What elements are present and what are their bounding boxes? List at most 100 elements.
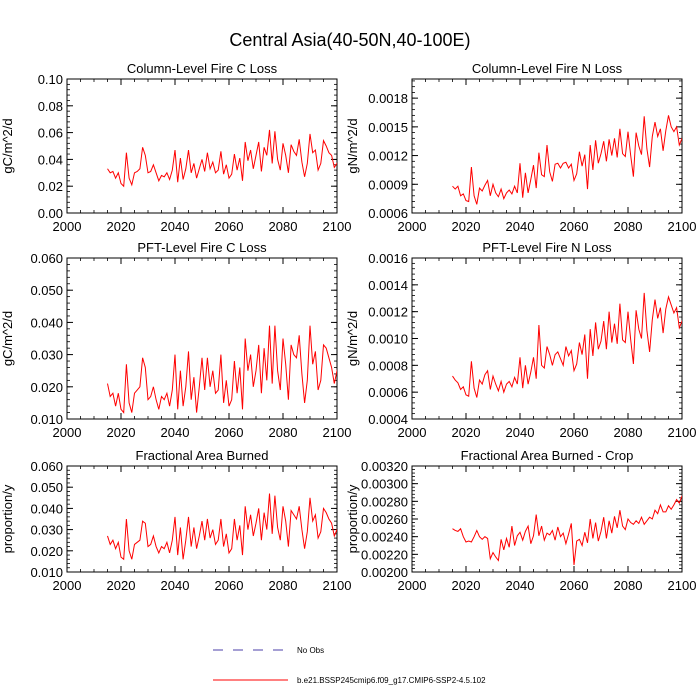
x-tick-label: 2000 <box>398 425 427 440</box>
panel-3: 2000 2020 2040 2060 2080 2100 0.010 0.020 0.030 0… <box>0 240 352 440</box>
y-tick-label: 0.0009 <box>368 177 408 192</box>
x-tick-label: 2000 <box>53 578 82 593</box>
y-tick-label: 0.050 <box>30 283 63 298</box>
x-tick-label: 2040 <box>161 425 190 440</box>
y-tick-label: 0.0006 <box>368 206 408 221</box>
y-axis-label: gN/m^2/d <box>345 311 360 366</box>
y-tick-label: 0.00 <box>38 206 63 221</box>
series-line <box>452 115 682 205</box>
x-tick-label: 2100 <box>668 578 697 593</box>
legend: No Obs b.e21.BSSP245cmip6.f09_g17.CMIP6-… <box>213 646 486 685</box>
x-tick-label: 2040 <box>161 219 190 234</box>
panel-6: 2000 2020 2040 2060 2080 2100 0.00200 0.00220 0.… <box>345 448 696 593</box>
x-tick-label: 2060 <box>215 578 244 593</box>
x-tick-label: 2080 <box>614 425 643 440</box>
y-tick-label: 0.00220 <box>361 547 408 562</box>
x-tick-label: 2020 <box>107 425 136 440</box>
x-tick-label: 2000 <box>53 219 82 234</box>
x-tick-label: 2080 <box>614 578 643 593</box>
x-tick-label: 2040 <box>506 578 535 593</box>
x-tick-label: 2100 <box>323 425 352 440</box>
y-tick-label: 0.06 <box>38 126 63 141</box>
x-tick-label: 2100 <box>323 219 352 234</box>
y-tick-label: 0.0008 <box>368 358 408 373</box>
x-tick-label: 2040 <box>506 219 535 234</box>
panel-title: PFT-Level Fire N Loss <box>482 240 612 255</box>
y-tick-label: 0.04 <box>38 152 63 167</box>
series-line <box>107 325 337 414</box>
y-tick-label: 0.0010 <box>368 332 408 347</box>
series-line <box>107 493 337 561</box>
y-tick-label: 0.030 <box>30 348 63 363</box>
y-tick-label: 0.10 <box>38 72 63 87</box>
panel-5: 2000 2020 2040 2060 2080 2100 0.010 0.020 0.030 0… <box>0 448 352 593</box>
figure-title: Central Asia(40-50N,40-100E) <box>229 30 470 50</box>
x-tick-label: 2100 <box>668 219 697 234</box>
series-line <box>107 129 337 188</box>
x-tick-label: 2060 <box>560 578 589 593</box>
x-tick-label: 2000 <box>398 578 427 593</box>
x-tick-label: 2060 <box>215 219 244 234</box>
panel-4: 2000 2020 2040 2060 2080 2100 0.0004 0.0006 0.00… <box>345 240 697 440</box>
y-tick-label: 0.08 <box>38 99 63 114</box>
x-tick-label: 2020 <box>452 425 481 440</box>
x-tick-label: 2000 <box>53 425 82 440</box>
y-tick-label: 0.020 <box>30 544 63 559</box>
y-tick-label: 0.00300 <box>361 477 408 492</box>
y-tick-label: 0.060 <box>30 251 63 266</box>
x-tick-label: 2000 <box>398 219 427 234</box>
legend-no-obs-label: No Obs <box>297 646 324 655</box>
x-tick-label: 2080 <box>269 578 298 593</box>
y-tick-label: 0.0015 <box>368 120 408 135</box>
y-tick-label: 0.0012 <box>368 149 408 164</box>
panel-title: Fractional Area Burned <box>136 448 269 463</box>
plot-frame <box>411 465 683 573</box>
series-line <box>452 495 682 565</box>
x-tick-label: 2020 <box>107 578 136 593</box>
y-tick-label: 0.030 <box>30 523 63 538</box>
y-tick-label: 0.060 <box>30 459 63 474</box>
y-tick-label: 0.00280 <box>361 494 408 509</box>
plot-frame <box>66 78 338 214</box>
legend-model-label: b.e21.BSSP245cmip6.f09_g17.CMIP6-SSP2-4.… <box>297 676 486 685</box>
y-tick-label: 0.0016 <box>368 251 408 266</box>
x-tick-label: 2040 <box>161 578 190 593</box>
y-tick-label: 0.010 <box>30 412 63 427</box>
y-axis-label: proportion/y <box>345 484 360 553</box>
x-tick-label: 2100 <box>668 425 697 440</box>
x-tick-label: 2080 <box>614 219 643 234</box>
y-tick-label: 0.020 <box>30 380 63 395</box>
panel-1: 2000 2020 2040 2060 2080 2100 0.00 0.02 0.04 0.06… <box>0 61 352 234</box>
y-tick-label: 0.00260 <box>361 512 408 527</box>
panel-2: 2000 2020 2040 2060 2080 2100 0.0006 0.0009 0.00… <box>345 61 697 234</box>
y-axis-label: gC/m^2/d <box>0 311 15 366</box>
panel-title: PFT-Level Fire C Loss <box>137 240 267 255</box>
y-axis-label: gC/m^2/d <box>0 118 15 173</box>
y-tick-label: 0.0014 <box>368 278 408 293</box>
y-tick-label: 0.010 <box>30 565 63 580</box>
x-tick-label: 2020 <box>107 219 136 234</box>
y-tick-label: 0.00200 <box>361 565 408 580</box>
x-tick-label: 2080 <box>269 219 298 234</box>
y-tick-label: 0.0006 <box>368 385 408 400</box>
x-tick-label: 2100 <box>323 578 352 593</box>
x-tick-label: 2060 <box>560 425 589 440</box>
y-tick-label: 0.00320 <box>361 459 408 474</box>
y-tick-label: 0.02 <box>38 179 63 194</box>
panel-title: Fractional Area Burned - Crop <box>461 448 634 463</box>
series-line <box>452 292 682 398</box>
y-axis-label: proportion/y <box>0 484 15 553</box>
y-tick-label: 0.0018 <box>368 91 408 106</box>
y-tick-label: 0.0012 <box>368 305 408 320</box>
y-tick-label: 0.050 <box>30 480 63 495</box>
x-tick-label: 2020 <box>452 219 481 234</box>
x-tick-label: 2060 <box>560 219 589 234</box>
panel-title: Column-Level Fire C Loss <box>127 61 278 76</box>
x-tick-label: 2080 <box>269 425 298 440</box>
plot-frame <box>66 257 338 420</box>
y-tick-label: 0.040 <box>30 501 63 516</box>
panel-title: Column-Level Fire N Loss <box>472 61 623 76</box>
y-tick-label: 0.00240 <box>361 530 408 545</box>
y-tick-label: 0.040 <box>30 315 63 330</box>
